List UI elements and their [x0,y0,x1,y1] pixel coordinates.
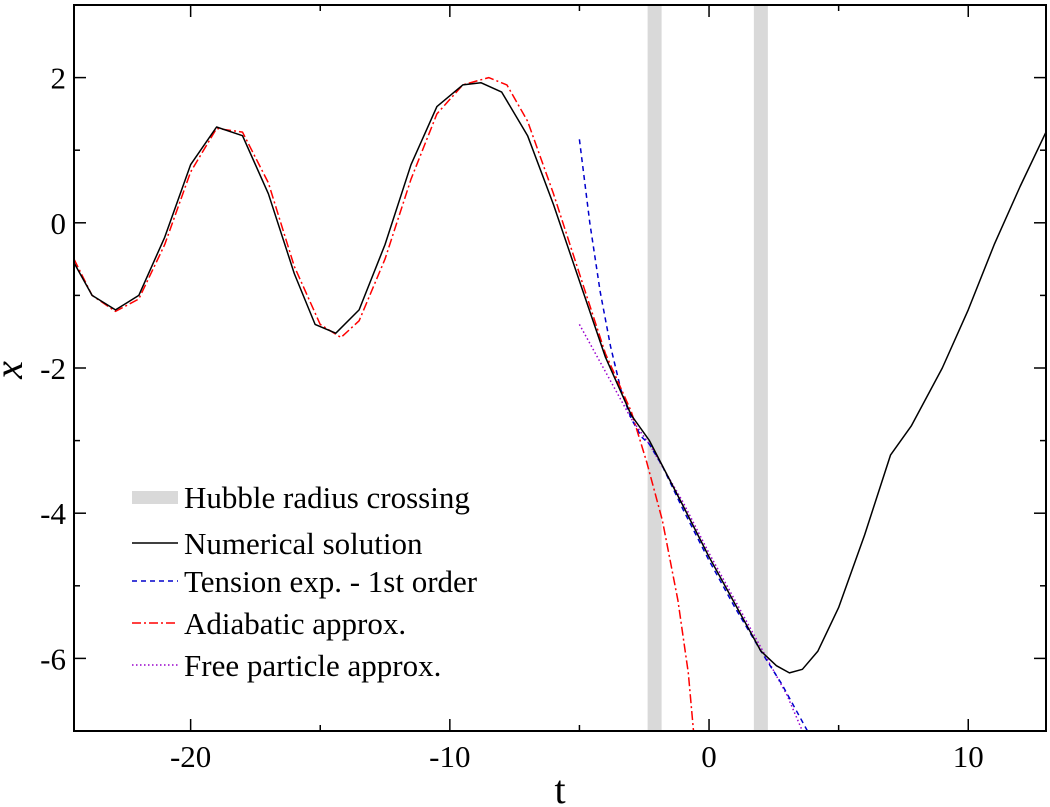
x-tick-label-0: -20 [170,739,211,774]
legend-label-numerical: Numerical solution [184,526,423,561]
y-tick-label-2: -2 [40,351,66,386]
y-tick-label-0: -6 [40,641,66,676]
series-line-free-particle-approx [578,324,804,732]
series-lines [73,76,1047,732]
series-line-tension-exp-1st-order [578,139,809,732]
hubble-crossing-band-2 [753,5,768,731]
y-tick-label-4: 2 [51,61,67,96]
y-tick-label-3: 0 [51,206,67,241]
hubble-crossing-bands [647,5,768,731]
legend-label-hubble: Hubble radius crossing [184,480,470,515]
series-line-adiabatic-approx [73,76,695,732]
legend-label-tension: Tension exp. - 1st order [184,564,478,599]
axis-ticks: -20 -10 0 10-6-4-202 [40,4,1046,774]
hubble-crossing-band-1 [647,5,662,731]
legend-label-free-particle: Free particle approx. [184,648,441,683]
legend-label-adiabatic: Adiabatic approx. [184,606,406,641]
x-tick-label-1: -10 [429,739,470,774]
x-tick-label-3: 10 [953,739,984,774]
legend-swatch-hubble [132,491,178,504]
legend: Hubble radius crossing Numerical solutio… [132,480,478,683]
x-axis-label: t [554,767,565,807]
y-axis-label: x [0,361,31,380]
x-tick-label-2: 0 [701,739,717,774]
series-line-numerical-solution [73,81,1047,674]
y-tick-label-1: -4 [40,496,66,531]
